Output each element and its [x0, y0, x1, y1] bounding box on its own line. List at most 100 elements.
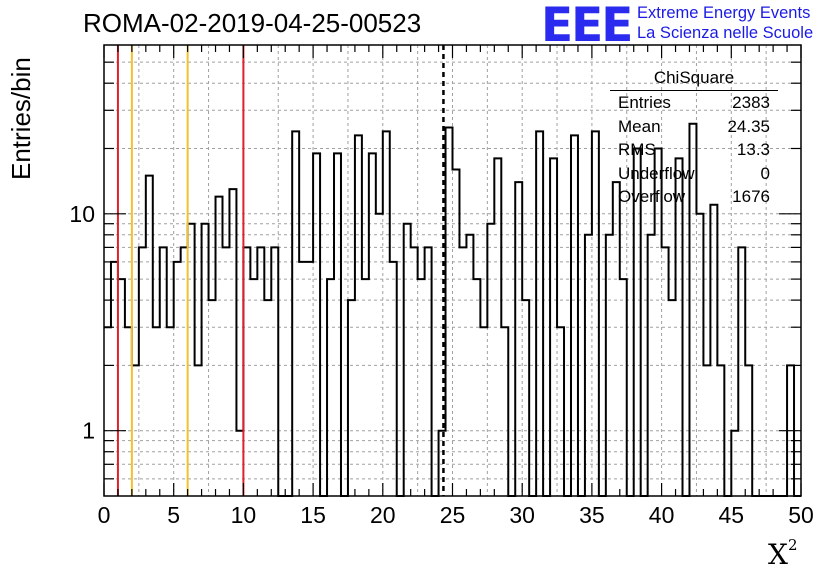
y-axis-label: Entries/bin	[6, 57, 36, 180]
x-tick-label: 35	[579, 502, 605, 528]
stats-row-entries: Entries 2383	[618, 93, 770, 112]
histogram-bin	[703, 365, 710, 496]
stats-box-title: ChiSquare	[610, 68, 778, 91]
x-tick-label: 30	[509, 502, 535, 528]
histogram-bin	[613, 182, 620, 496]
histogram-bin	[236, 431, 243, 496]
histogram-bin	[446, 127, 453, 496]
histogram-bin	[216, 197, 223, 496]
histogram-bin	[139, 247, 146, 496]
histogram-bin	[313, 153, 320, 496]
histogram-bin	[557, 327, 564, 496]
histogram-bin	[118, 279, 125, 496]
histogram-bin	[696, 214, 703, 496]
histogram-bin	[222, 247, 229, 496]
stats-box: ChiSquare Entries 2383 Mean 24.35 RMS 13.3 …	[610, 68, 778, 209]
histogram-bin	[146, 176, 153, 496]
histogram-bin	[494, 158, 501, 496]
stats-row-overflow: Overflow 1676	[618, 187, 770, 206]
histogram-bin	[132, 365, 139, 496]
histogram-bin	[710, 205, 717, 496]
histogram-bin	[515, 182, 522, 496]
histogram-bin	[299, 262, 306, 496]
x-tick-label: 5	[167, 502, 180, 528]
histogram-bin	[585, 235, 592, 496]
histogram-bin	[125, 327, 132, 496]
x-tick-label: 0	[98, 502, 111, 528]
histogram-bin	[473, 279, 480, 496]
histogram-bin	[264, 300, 271, 496]
histogram-bin	[195, 365, 202, 496]
histogram-bin	[243, 247, 250, 496]
histogram-bin	[181, 247, 188, 496]
histogram-bin	[369, 153, 376, 496]
histogram-bin	[411, 247, 418, 496]
histogram-bin	[501, 327, 508, 496]
histogram-bin	[327, 279, 334, 496]
histogram-bin	[348, 300, 355, 496]
histogram-bin	[745, 365, 752, 496]
histogram-bin	[571, 135, 578, 496]
histogram-bin	[676, 158, 683, 496]
histogram-bin	[592, 131, 599, 496]
histogram-bin	[717, 365, 724, 496]
histogram-bin	[250, 279, 257, 496]
x-tick-label: 40	[649, 502, 675, 528]
histogram-bin	[271, 247, 278, 496]
x-axis-label: X2	[768, 536, 798, 571]
histogram-bin	[334, 153, 341, 496]
x-tick-label: 45	[719, 502, 745, 528]
histogram-bin	[257, 247, 264, 496]
histogram-bin	[404, 224, 411, 496]
histogram-bin	[174, 262, 181, 496]
histogram-bin	[229, 189, 236, 496]
stats-row-mean: Mean 24.35	[618, 116, 770, 136]
histogram-bin	[418, 279, 425, 496]
histogram-bin	[383, 131, 390, 496]
histogram-bin	[487, 224, 494, 496]
histogram-bin	[480, 327, 487, 496]
histogram-bin	[536, 131, 543, 496]
histogram-bin	[292, 131, 299, 496]
logo-line-1: Extreme Energy Events	[637, 4, 811, 22]
histogram-bin	[466, 235, 473, 496]
x-tick-label: 10	[231, 502, 257, 528]
chart-title: ROMA-02-2019-04-25-00523	[83, 8, 422, 38]
x-tick-label: 25	[440, 502, 466, 528]
histogram-bin	[362, 279, 369, 496]
histogram-bin	[306, 262, 313, 496]
y-tick-label: 1	[82, 418, 95, 444]
histogram-bin	[606, 235, 613, 496]
logo-line-2: La Scienza nelle Scuole	[637, 24, 814, 42]
histogram-bin	[669, 300, 676, 496]
histogram-bin	[167, 327, 174, 496]
y-tick-label: 10	[69, 201, 95, 227]
histogram-bin	[522, 300, 529, 496]
x-tick-label: 50	[788, 502, 814, 528]
histogram-bin	[648, 235, 655, 496]
histogram-bin	[153, 327, 160, 496]
histogram-bin	[459, 247, 466, 496]
histogram-bin	[662, 247, 669, 496]
histogram-bin	[620, 279, 627, 496]
histogram-bin	[104, 327, 111, 496]
eee-logo: EEE	[541, 0, 633, 53]
stats-row-underflow: Underflow 0	[618, 163, 770, 183]
histogram-bin	[376, 214, 383, 496]
x-tick-label: 15	[300, 502, 326, 528]
histogram-bin	[111, 262, 118, 496]
histogram-outline	[104, 122, 801, 497]
histogram-bin	[202, 224, 209, 496]
x-tick-label: 20	[370, 502, 396, 528]
histogram-bin	[390, 262, 397, 496]
histogram-bin	[453, 170, 460, 496]
histogram-bin	[550, 158, 557, 496]
histogram-bin	[160, 247, 167, 496]
histogram-bin	[209, 300, 216, 496]
histogram-bin	[425, 247, 432, 496]
histogram-bin	[731, 431, 738, 496]
histogram-bin	[188, 224, 195, 496]
histogram-bin	[738, 247, 745, 496]
histogram-bin	[355, 135, 362, 496]
